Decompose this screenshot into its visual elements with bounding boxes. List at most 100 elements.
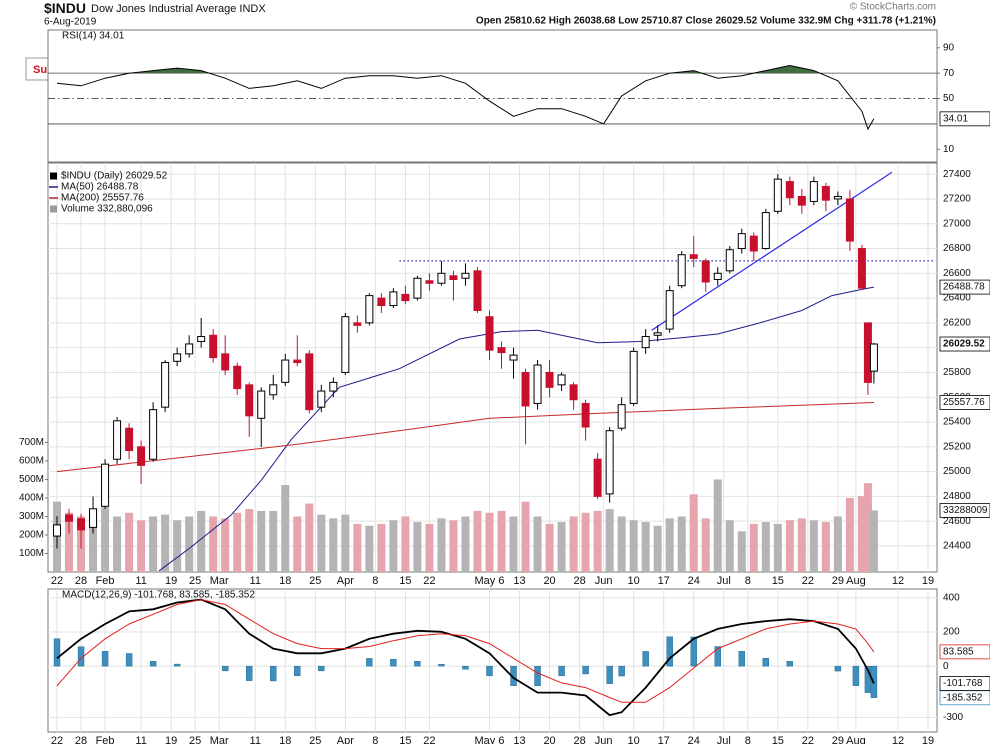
candle-body <box>281 359 290 383</box>
value-box <box>939 279 990 295</box>
candle-body <box>761 212 770 250</box>
x-tick-label: 22 <box>802 575 814 587</box>
volume-bar <box>389 520 398 572</box>
x-tick-label: 28 <box>573 735 585 744</box>
histogram-bar <box>834 665 842 672</box>
y-tick-label: 24600 <box>943 516 971 527</box>
volume-bar <box>701 518 710 572</box>
volume-bar <box>233 512 242 572</box>
legend-label: MA(50) 26488.78 <box>61 182 139 193</box>
histogram-bar <box>414 660 421 667</box>
x-tick-label: 15 <box>772 575 784 587</box>
x-tick-label: 28 <box>75 735 87 744</box>
candle-body <box>773 178 782 212</box>
volume-bar <box>617 516 626 572</box>
x-tick-label: Mar <box>210 575 229 587</box>
candle-body <box>257 390 266 419</box>
histogram-bar <box>462 665 469 670</box>
y-tick-label: 27200 <box>943 194 971 205</box>
x-tick-label: 19 <box>922 735 934 744</box>
candle-body <box>569 384 578 401</box>
x-tick-label: 11 <box>135 735 146 744</box>
candle-body <box>545 371 554 388</box>
volume-bar <box>89 510 98 572</box>
volume-bar <box>761 522 770 572</box>
volume-bar <box>221 518 230 572</box>
candle-body <box>785 181 794 199</box>
candle-body <box>293 359 302 364</box>
header-date: 6-Aug-2019 <box>44 17 97 28</box>
histogram-bar <box>738 651 745 667</box>
x-tick-label: 11 <box>250 735 261 744</box>
y2-tick-label: 300M <box>19 511 44 522</box>
volume-bar <box>533 516 542 572</box>
candle-body <box>617 404 626 429</box>
candle-body <box>209 334 218 359</box>
histogram-bar <box>558 665 565 677</box>
header-quote: Open 25810.62 High 26038.68 Low 25710.87… <box>476 16 936 27</box>
legend-label: MA(200) 25557.76 <box>61 193 144 204</box>
x-tick-label: Apr <box>337 735 354 744</box>
candle-body <box>461 272 470 279</box>
volume-bar <box>317 514 326 572</box>
candle-body <box>425 280 434 284</box>
candle-body <box>269 384 278 396</box>
volume-bar <box>281 485 290 572</box>
candle-body <box>737 233 746 250</box>
candle-body <box>353 322 362 326</box>
y-tick-label: 27400 <box>943 169 971 180</box>
volume-bar <box>773 523 782 572</box>
histogram-bar <box>762 658 770 667</box>
candle-body <box>221 353 230 371</box>
candle-body <box>173 353 182 362</box>
volume-bar <box>245 509 254 572</box>
candle-body <box>509 354 518 361</box>
x-tick-label: 11 <box>135 575 146 587</box>
legend-swatch <box>50 172 57 180</box>
plot <box>53 598 878 717</box>
y-tick-label: -300 <box>943 712 963 723</box>
y2-tick-label: 700M <box>19 437 44 448</box>
volume-bar <box>809 520 818 572</box>
candle-body <box>701 260 710 283</box>
x-tick-label: 8 <box>372 735 378 744</box>
candle-body <box>449 275 458 281</box>
symbol: $INDU <box>44 0 86 16</box>
x-tick-label: 24 <box>688 735 700 744</box>
x-tick-label: Jun <box>595 575 613 587</box>
x-tick-label: 22 <box>51 575 63 587</box>
candle-body <box>869 343 878 372</box>
value-box-label: 26029.52 <box>943 339 985 350</box>
candle-body <box>473 270 482 311</box>
histogram-bar <box>786 661 794 667</box>
volume-bar <box>425 523 434 572</box>
value-box <box>939 111 990 127</box>
candle-body <box>137 446 146 466</box>
x-tick-label: 22 <box>423 575 435 587</box>
y2-tick-label: 200M <box>19 530 44 541</box>
header-title: $INDU Dow Jones Industrial Average INDX <box>44 0 266 16</box>
credit: © StockCharts.com <box>850 2 936 13</box>
candle-body <box>521 371 530 407</box>
volume-bar <box>677 516 686 572</box>
volume-bar <box>593 510 602 572</box>
y-tick-label: 26800 <box>943 243 971 254</box>
volume-bar <box>869 510 878 572</box>
legend-label: Volume 332,880,096 <box>61 204 153 215</box>
x-tick-label: 25 <box>189 735 201 744</box>
candle-body <box>365 295 374 324</box>
rsi-line <box>56 64 875 131</box>
volume-bar <box>149 516 158 572</box>
x-tick-label: 15 <box>399 735 411 744</box>
x-tick-label: Jul <box>717 575 731 587</box>
volume-bar <box>749 523 758 572</box>
x-tick-label: 17 <box>658 735 670 744</box>
histogram-bar <box>101 651 109 667</box>
histogram-bar <box>366 658 373 667</box>
candle-body <box>641 336 650 349</box>
candle-body <box>437 272 446 284</box>
candle-body <box>665 290 674 330</box>
volume-bar <box>713 479 722 572</box>
